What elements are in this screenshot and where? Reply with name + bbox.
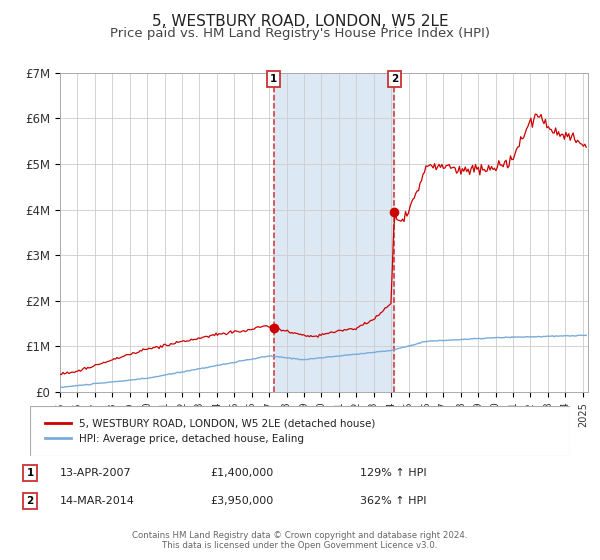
- Text: 14-MAR-2014: 14-MAR-2014: [60, 496, 135, 506]
- Text: Contains HM Land Registry data © Crown copyright and database right 2024.: Contains HM Land Registry data © Crown c…: [132, 531, 468, 540]
- Text: 2: 2: [26, 496, 34, 506]
- Text: 5, WESTBURY ROAD, LONDON, W5 2LE: 5, WESTBURY ROAD, LONDON, W5 2LE: [152, 14, 448, 29]
- Bar: [274, 73, 394, 392]
- FancyBboxPatch shape: [30, 406, 570, 456]
- Text: £1,400,000: £1,400,000: [210, 468, 273, 478]
- Text: 1: 1: [270, 74, 277, 85]
- Text: 1: 1: [26, 468, 34, 478]
- Text: 129% ↑ HPI: 129% ↑ HPI: [360, 468, 427, 478]
- Text: £3,950,000: £3,950,000: [210, 496, 273, 506]
- Legend: 5, WESTBURY ROAD, LONDON, W5 2LE (detached house), HPI: Average price, detached : 5, WESTBURY ROAD, LONDON, W5 2LE (detach…: [41, 414, 380, 448]
- Text: 2: 2: [391, 74, 398, 85]
- Text: Price paid vs. HM Land Registry's House Price Index (HPI): Price paid vs. HM Land Registry's House …: [110, 27, 490, 40]
- Text: This data is licensed under the Open Government Licence v3.0.: This data is licensed under the Open Gov…: [163, 541, 437, 550]
- Text: 13-APR-2007: 13-APR-2007: [60, 468, 131, 478]
- Text: 362% ↑ HPI: 362% ↑ HPI: [360, 496, 427, 506]
